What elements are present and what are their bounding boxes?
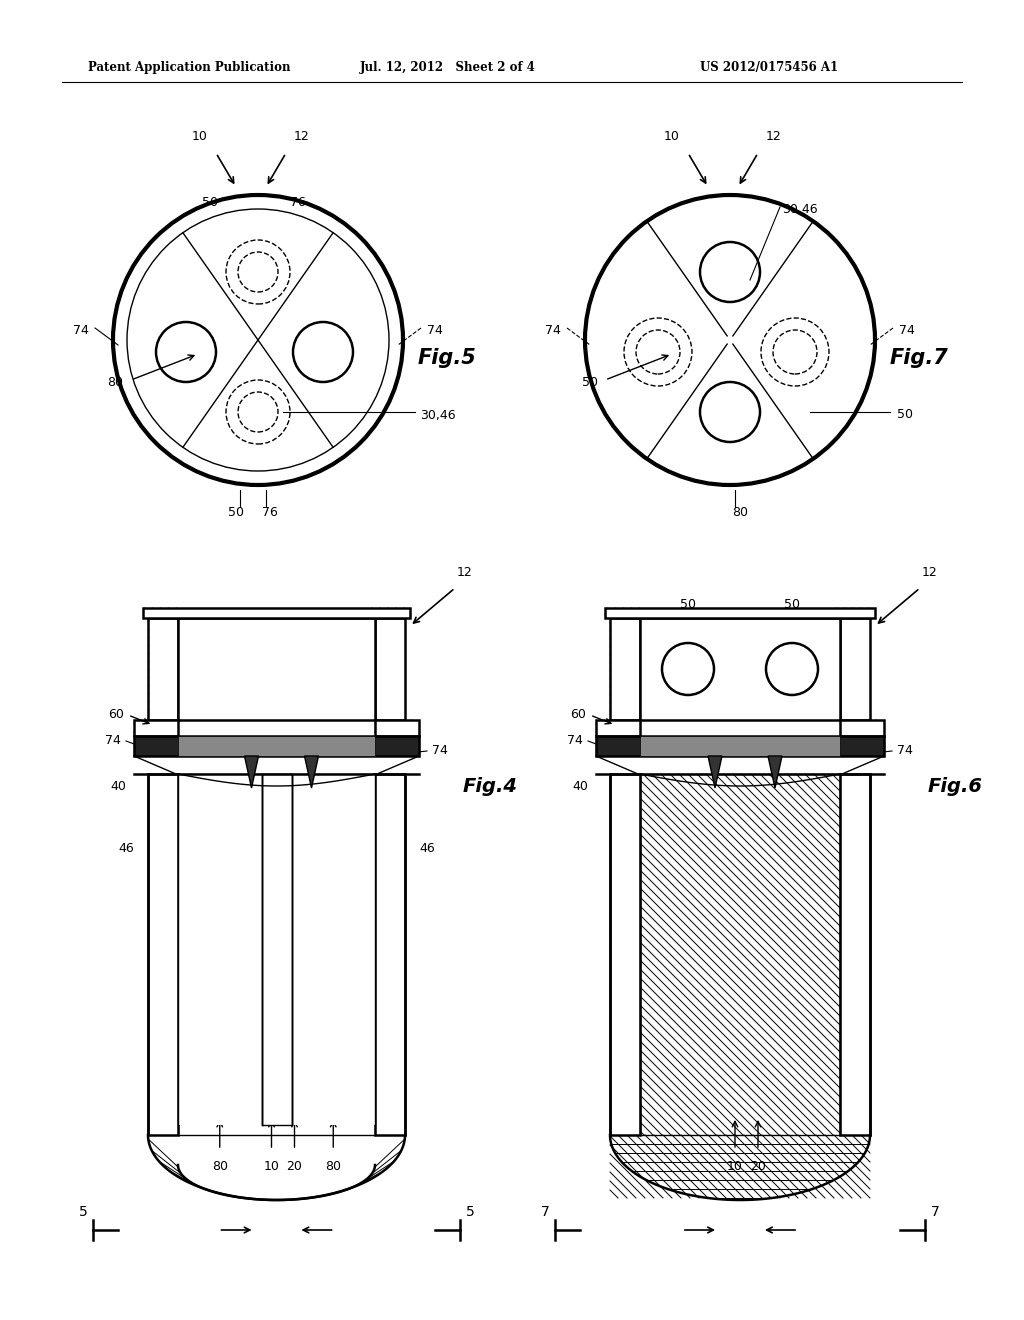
Text: Jul. 12, 2012   Sheet 2 of 4: Jul. 12, 2012 Sheet 2 of 4 (360, 62, 536, 74)
Text: 74: 74 (105, 734, 121, 747)
Polygon shape (768, 756, 782, 788)
Text: 5: 5 (466, 1205, 474, 1218)
Polygon shape (245, 756, 258, 788)
Bar (640, 737, 840, 756)
Text: 10: 10 (727, 1159, 743, 1172)
Bar (148, 618, 178, 719)
Text: 12: 12 (923, 566, 938, 579)
Bar (610, 774, 640, 1135)
Text: 40: 40 (572, 780, 588, 792)
Bar (178, 774, 261, 1125)
Text: 50: 50 (202, 197, 218, 210)
Text: 7: 7 (541, 1205, 549, 1218)
Bar (178, 737, 375, 756)
Polygon shape (304, 756, 318, 788)
Text: 10: 10 (193, 131, 208, 144)
Text: 10: 10 (263, 1159, 280, 1172)
Circle shape (156, 322, 216, 381)
Text: US 2012/0175456 A1: US 2012/0175456 A1 (700, 62, 838, 74)
Bar (610, 618, 640, 719)
Text: Fig.5: Fig.5 (418, 348, 477, 368)
Text: 74: 74 (897, 744, 913, 758)
Text: 50: 50 (582, 375, 598, 388)
Bar (375, 618, 406, 719)
Text: 30,46: 30,46 (782, 203, 817, 216)
Text: 74: 74 (427, 323, 443, 337)
Text: 7: 7 (931, 1205, 939, 1218)
Circle shape (766, 643, 818, 696)
Text: 74: 74 (899, 323, 914, 337)
Text: 46: 46 (419, 842, 435, 855)
Bar (143, 609, 410, 618)
Text: 50: 50 (784, 598, 800, 610)
Text: 12: 12 (457, 566, 473, 579)
Bar (261, 774, 292, 1125)
Text: 74: 74 (545, 323, 561, 337)
Text: 50: 50 (680, 598, 696, 610)
Text: Fig.7: Fig.7 (890, 348, 949, 368)
Bar (134, 737, 419, 756)
Bar (375, 774, 406, 1135)
Text: 80: 80 (212, 1159, 227, 1172)
Bar (605, 609, 874, 618)
Circle shape (662, 643, 714, 696)
Text: 74: 74 (73, 323, 89, 337)
Bar (596, 737, 884, 756)
Text: 80: 80 (732, 507, 748, 520)
Text: 80: 80 (326, 1159, 341, 1172)
Bar (375, 719, 419, 737)
Text: 60: 60 (570, 709, 586, 722)
Text: 10: 10 (664, 131, 680, 144)
Text: 74: 74 (432, 744, 447, 758)
Text: 80: 80 (106, 375, 123, 388)
Text: 5: 5 (79, 1205, 87, 1218)
Bar (640, 774, 840, 1135)
Text: 20: 20 (287, 1159, 302, 1172)
Bar (840, 774, 870, 1135)
Text: 74: 74 (567, 734, 583, 747)
Text: Fig.6: Fig.6 (928, 776, 983, 796)
Circle shape (700, 242, 760, 302)
Bar (134, 719, 178, 737)
Polygon shape (708, 756, 722, 788)
Text: 46: 46 (118, 842, 134, 855)
Text: 60: 60 (109, 709, 124, 722)
Text: 30,46: 30,46 (420, 408, 456, 421)
Text: 50: 50 (228, 507, 244, 520)
Text: 40: 40 (110, 780, 126, 792)
Bar (292, 774, 375, 1125)
Bar (148, 774, 178, 1135)
Text: 12: 12 (766, 131, 782, 144)
Text: 12: 12 (294, 131, 310, 144)
Text: Patent Application Publication: Patent Application Publication (88, 62, 291, 74)
Text: 20: 20 (750, 1159, 766, 1172)
Text: 76: 76 (290, 197, 306, 210)
Bar (178, 774, 375, 1135)
Circle shape (293, 322, 353, 381)
Bar (840, 719, 884, 737)
Text: Fig.4: Fig.4 (463, 776, 518, 796)
Bar (178, 618, 375, 719)
Bar (840, 618, 870, 719)
Text: 76: 76 (262, 507, 278, 520)
Bar (640, 618, 840, 719)
Text: 50: 50 (897, 408, 913, 421)
Bar (596, 719, 640, 737)
Circle shape (700, 381, 760, 442)
